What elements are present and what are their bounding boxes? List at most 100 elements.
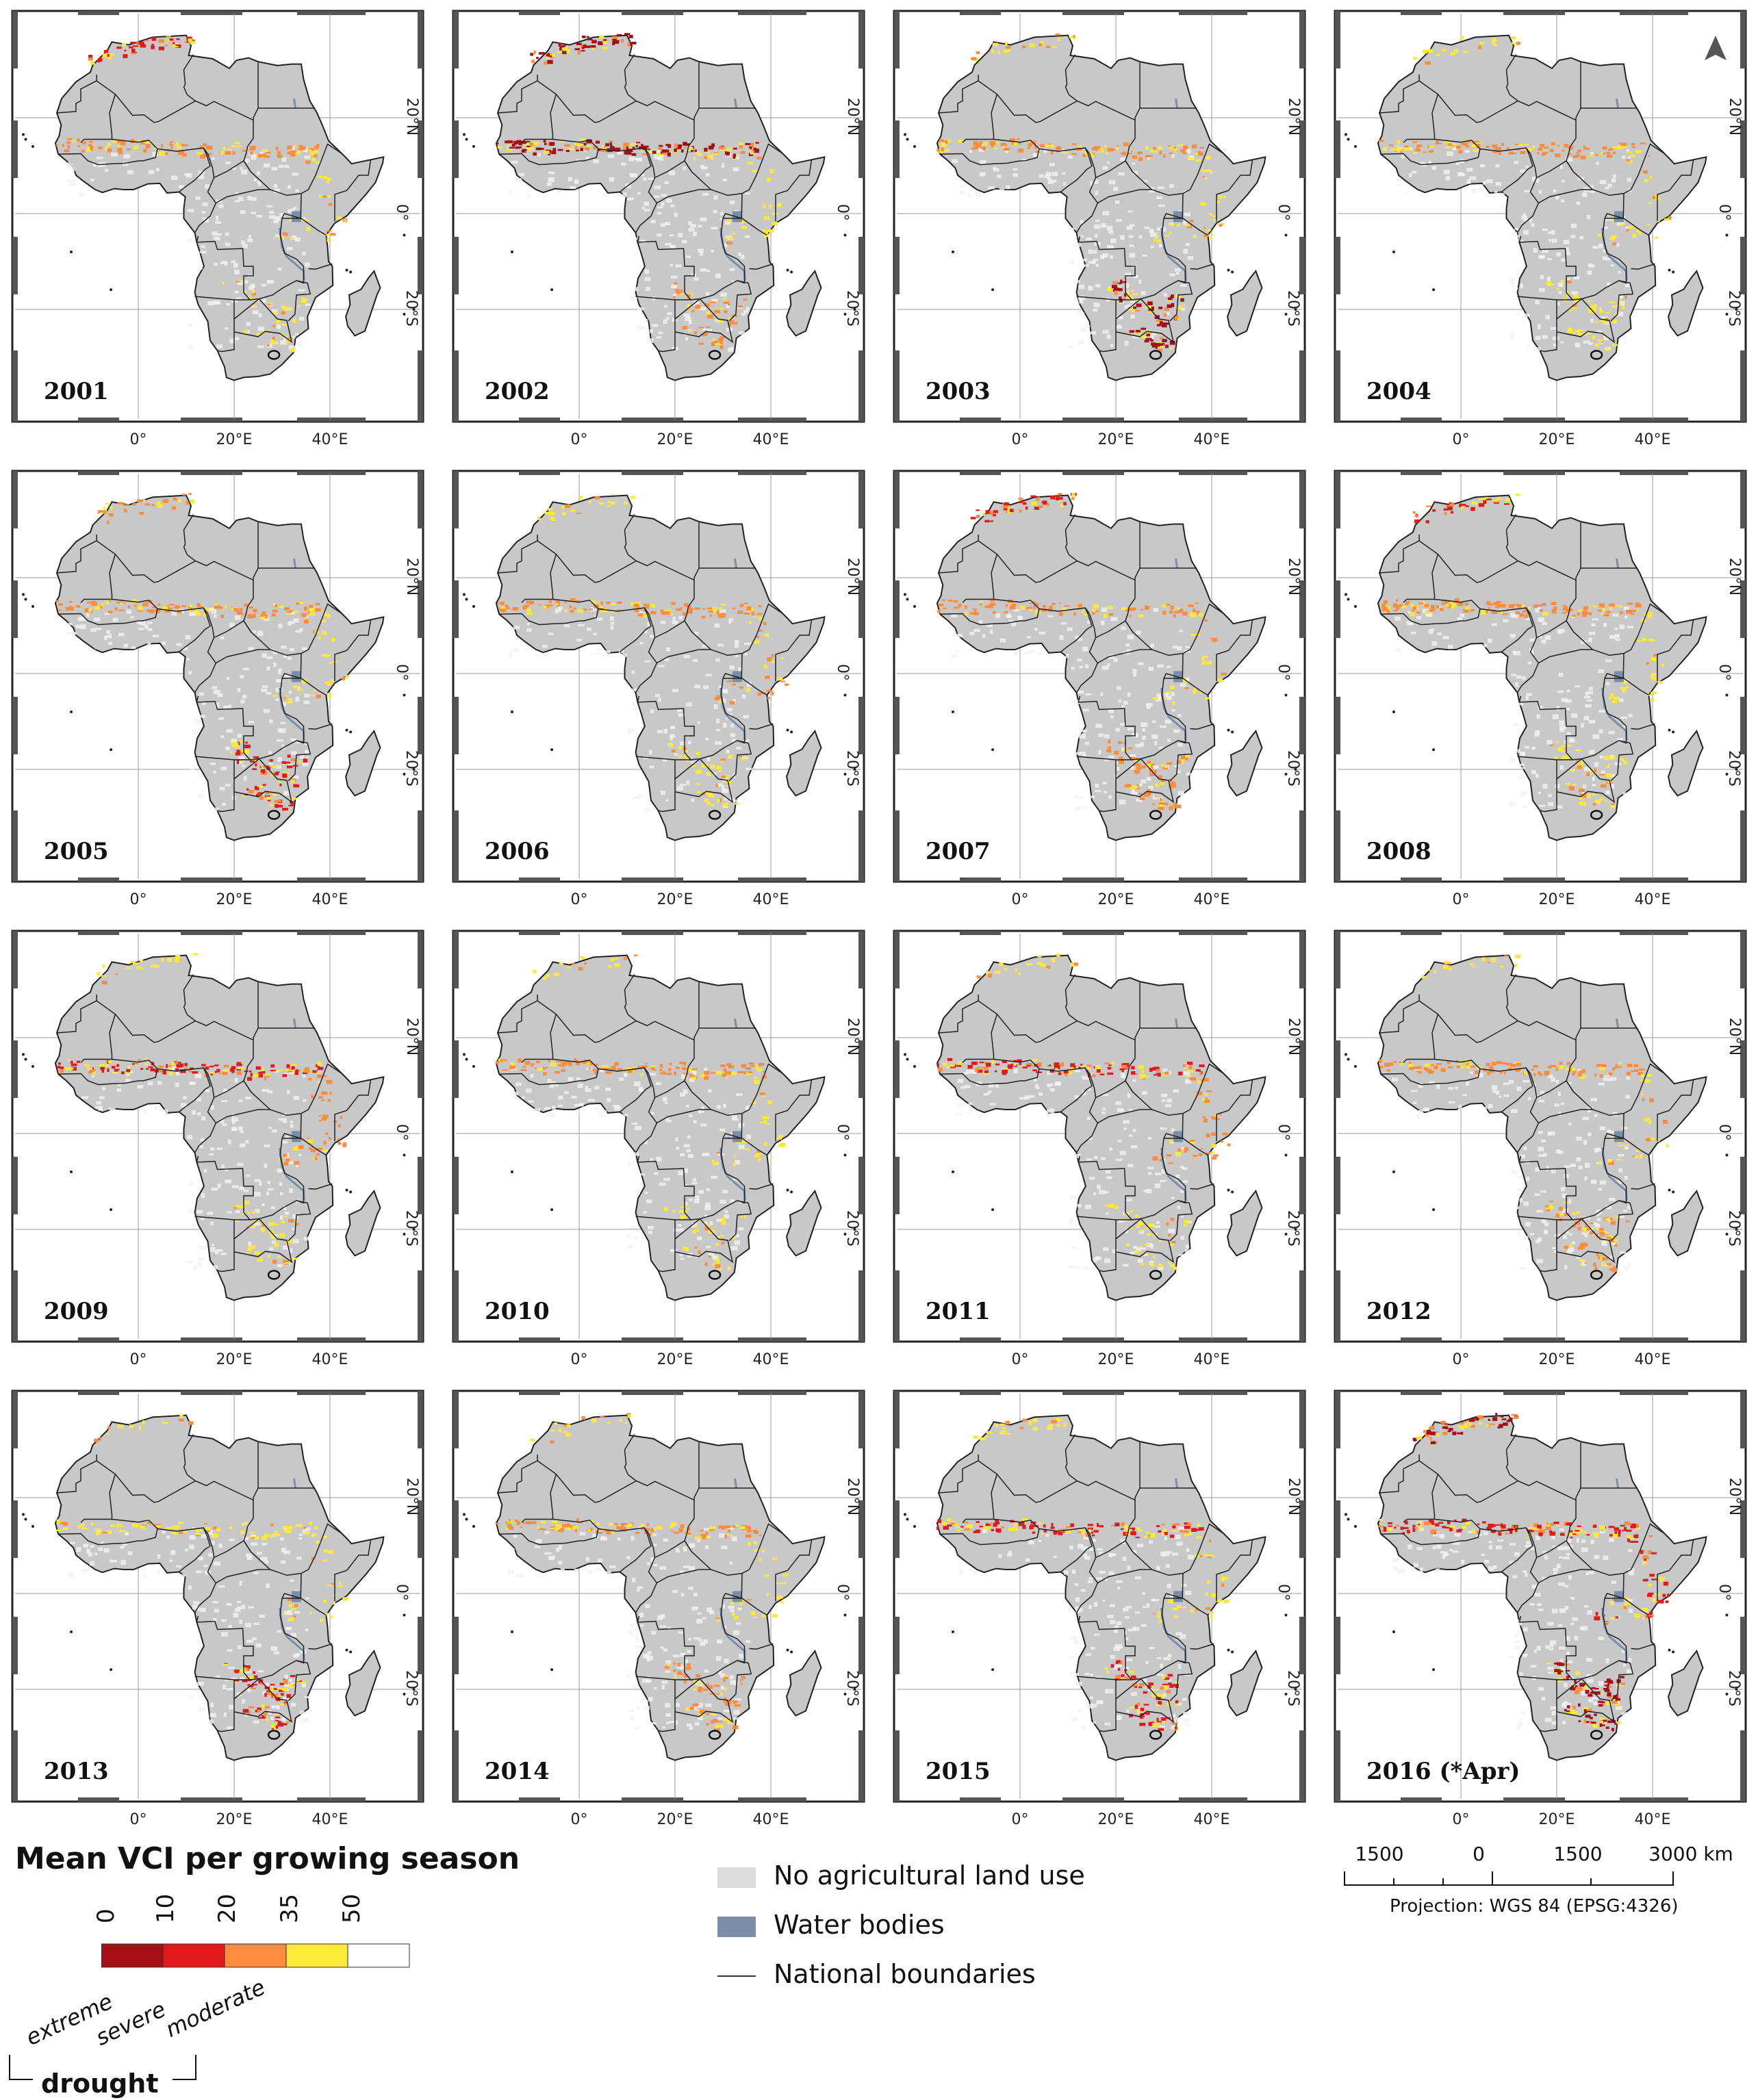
national-boundary <box>194 147 217 233</box>
frame-tick <box>894 471 900 528</box>
drought-pixel <box>105 146 108 151</box>
agri-pixel <box>650 220 656 224</box>
agri-pixel <box>208 1153 214 1156</box>
lon-label: 20°E <box>216 1351 253 1368</box>
drought-pixel <box>272 336 275 341</box>
agri-pixel <box>298 1153 302 1157</box>
drought-pixel <box>1436 140 1440 144</box>
drought-pixel <box>124 49 127 51</box>
national-boundary <box>674 758 734 804</box>
agri-pixel <box>607 653 611 657</box>
lon-label: 0° <box>1452 891 1470 908</box>
agri-pixel <box>1556 302 1560 306</box>
drought-pixel <box>88 1071 91 1074</box>
drought-pixel <box>133 962 139 964</box>
drought-pixel <box>329 1092 332 1095</box>
agri-pixel <box>1182 1180 1188 1183</box>
drought-pixel <box>272 603 277 606</box>
drought-pixel <box>1147 760 1151 764</box>
frame-tick <box>858 11 864 68</box>
frame-tick <box>1299 580 1305 638</box>
agri-pixel <box>219 786 225 791</box>
drought-pixel <box>181 605 186 608</box>
agri-pixel <box>1592 618 1599 621</box>
national-boundary <box>1163 193 1184 219</box>
agri-pixel <box>1171 709 1175 712</box>
island-dot <box>1725 693 1729 697</box>
drought-pixel <box>780 656 785 659</box>
agri-pixel <box>194 717 198 721</box>
island-dot <box>1345 133 1347 136</box>
national-boundary <box>691 1138 746 1220</box>
drought-pixel <box>1405 146 1411 151</box>
drought-pixel <box>1100 148 1104 151</box>
agri-pixel <box>203 220 207 222</box>
agri-pixel <box>711 1175 718 1179</box>
drought-pixel <box>1170 1264 1175 1268</box>
drought-pixel <box>1577 765 1582 769</box>
drought-pixel <box>316 144 320 147</box>
drought-pixel <box>1636 229 1640 233</box>
agri-pixel <box>1394 183 1402 186</box>
agri-pixel <box>746 682 752 687</box>
agri-pixel <box>200 1138 205 1142</box>
agri-pixel <box>746 1105 750 1110</box>
drought-pixel <box>721 776 726 778</box>
agri-pixel <box>657 212 662 215</box>
drought-pixel <box>739 604 743 608</box>
agri-pixel <box>283 791 290 796</box>
agri-pixel <box>719 212 724 216</box>
drought-pixel <box>553 973 560 977</box>
drought-pixel <box>304 606 308 611</box>
drought-pixel <box>290 1064 296 1066</box>
drought-pixel <box>1070 962 1075 967</box>
agri-pixel <box>226 729 233 733</box>
drought-pixel <box>218 1072 222 1074</box>
drought-pixel <box>324 654 330 657</box>
national-boundary <box>1076 695 1136 760</box>
agri-pixel <box>195 719 202 724</box>
agri-pixel <box>1137 662 1144 665</box>
agri-pixel <box>207 1212 214 1215</box>
drought-pixel <box>641 144 644 149</box>
agri-pixel <box>1603 248 1607 253</box>
agri-pixel <box>1618 698 1624 702</box>
agri-pixel <box>1108 756 1114 758</box>
agri-pixel <box>103 635 108 641</box>
agri-pixel <box>1563 708 1570 710</box>
drought-pixel <box>1568 786 1575 791</box>
drought-pixel <box>574 142 578 145</box>
agri-pixel <box>610 622 615 625</box>
drought-pixel <box>283 1259 289 1264</box>
drought-pixel <box>989 141 996 145</box>
agri-pixel <box>1070 700 1075 703</box>
agri-pixel <box>705 329 712 333</box>
agri-pixel <box>1112 186 1119 192</box>
agri-pixel <box>691 798 695 802</box>
national-boundary <box>282 1138 327 1156</box>
drought-pixel <box>970 612 973 615</box>
drought-pixel <box>290 348 296 353</box>
agri-pixel <box>1522 676 1526 680</box>
agri-pixel <box>657 156 664 161</box>
agri-pixel <box>1078 295 1085 300</box>
agri-pixel <box>733 1233 739 1238</box>
drought-pixel <box>1193 688 1198 691</box>
drought-pixel <box>1505 498 1510 502</box>
drought-pixel <box>531 1064 534 1067</box>
agri-pixel <box>251 197 257 201</box>
agri-pixel <box>1078 235 1084 238</box>
agri-pixel <box>1128 1094 1131 1099</box>
agri-pixel <box>1620 716 1627 719</box>
agri-pixel <box>1531 177 1536 181</box>
drought-pixel <box>1542 603 1546 605</box>
drought-pixel <box>1486 498 1492 500</box>
drought-pixel <box>1582 611 1588 615</box>
agri-pixel <box>730 1246 738 1251</box>
drought-pixel <box>303 758 308 763</box>
agri-pixel <box>1623 680 1629 682</box>
frame-tick <box>1179 931 1247 935</box>
drought-pixel <box>1150 763 1156 765</box>
drought-pixel <box>622 147 626 151</box>
drought-pixel <box>313 1157 316 1161</box>
